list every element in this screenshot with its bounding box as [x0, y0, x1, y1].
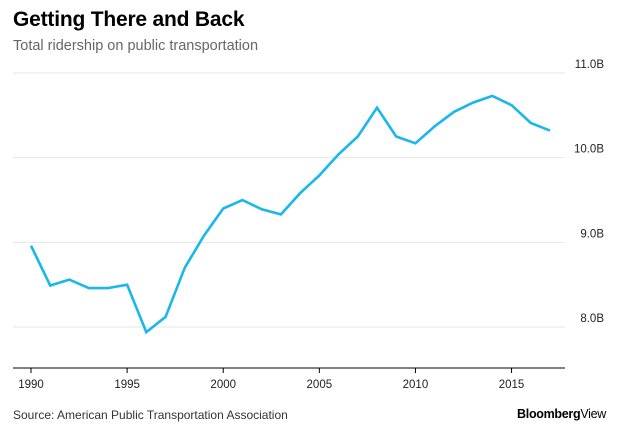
source-note: Source: American Public Transportation A…: [13, 408, 288, 422]
x-tick-label: 2010: [403, 379, 429, 391]
chart-subtitle: Total ridership on public transportation: [13, 38, 259, 54]
x-axis: 1990 1995 2000 2005 2010 2015: [13, 367, 565, 391]
y-tick-label: 10.0B: [574, 144, 604, 156]
chart-title: Getting There and Back: [13, 8, 245, 31]
brand-logo-light: View: [580, 407, 606, 421]
y-tick-label: 11.0B: [575, 59, 605, 71]
brand-logo: BloombergView: [517, 407, 606, 421]
y-tick-label: 8.0B: [580, 313, 604, 325]
ridership-line: [29, 94, 551, 335]
line-chart: 1990 1995 2000 2005 2010 2015 8.0B 9.0B 10.0B 11…: [13, 59, 604, 391]
y-tick-label: 9.0B: [580, 228, 604, 240]
x-tick-label: 1995: [114, 379, 140, 391]
series-layer: [29, 94, 551, 335]
x-tick-label: 2005: [307, 379, 333, 391]
x-tick-label: 2015: [499, 379, 525, 391]
gridlines: [13, 72, 565, 328]
x-tick-label: 1990: [18, 379, 44, 391]
brand-logo-bold: Bloomberg: [517, 407, 581, 421]
x-tick-label: 2000: [210, 379, 236, 391]
y-axis-labels: 8.0B 9.0B 10.0B 11.0B: [574, 59, 604, 325]
